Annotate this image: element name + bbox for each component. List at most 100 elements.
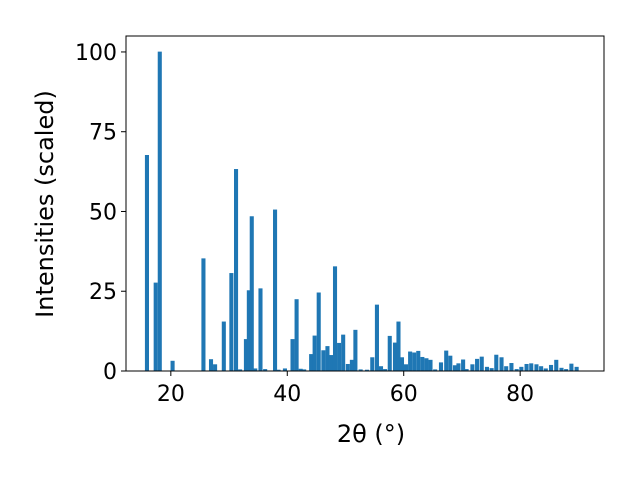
bar <box>489 368 494 371</box>
bar <box>365 369 370 371</box>
y-tick-label: 75 <box>89 121 117 146</box>
bar <box>529 363 534 371</box>
x-axis-label: 2θ (°) <box>337 420 405 448</box>
bar <box>258 288 263 371</box>
bar <box>316 292 321 371</box>
y-tick-label: 100 <box>75 41 117 66</box>
bar <box>290 339 295 371</box>
bar <box>337 342 342 371</box>
bar <box>456 363 461 371</box>
bar <box>574 366 579 371</box>
bar <box>298 368 303 371</box>
bar <box>243 339 248 371</box>
bar <box>302 369 307 371</box>
bar <box>370 357 375 371</box>
bar <box>312 335 317 371</box>
bar <box>221 321 226 371</box>
bar <box>420 356 425 371</box>
bar <box>392 342 398 371</box>
bar <box>153 282 158 371</box>
bar <box>514 369 519 371</box>
bar <box>524 363 529 371</box>
bar <box>543 368 548 371</box>
bar <box>509 363 514 371</box>
bar <box>294 299 299 371</box>
bar <box>321 350 326 371</box>
bar <box>387 335 392 371</box>
bar <box>444 350 449 371</box>
bar <box>554 359 559 371</box>
bar <box>569 363 574 371</box>
bar <box>309 354 314 371</box>
bar <box>424 358 429 371</box>
bar <box>201 258 206 371</box>
bar <box>475 358 480 371</box>
bar <box>378 366 384 371</box>
bar <box>448 355 453 371</box>
bar <box>229 273 234 371</box>
bar <box>383 369 388 371</box>
bar <box>263 369 268 371</box>
bar <box>273 209 278 371</box>
bar <box>144 155 149 371</box>
bar <box>238 369 243 371</box>
bar <box>464 369 469 371</box>
bar <box>353 329 358 371</box>
bar <box>412 352 417 371</box>
bar <box>408 351 413 371</box>
bar <box>374 304 379 371</box>
bar <box>470 364 475 371</box>
bar <box>170 360 175 371</box>
bar <box>349 359 354 371</box>
bar <box>399 357 405 371</box>
bar <box>282 368 287 371</box>
bar <box>433 369 438 371</box>
y-axis-ticks: 0 25 50 75 100 <box>75 41 126 385</box>
bar <box>494 354 499 371</box>
bar <box>246 290 251 371</box>
bar <box>539 366 544 371</box>
bar <box>325 346 330 371</box>
bar <box>416 350 421 371</box>
bar <box>499 357 504 371</box>
bar <box>519 366 524 371</box>
y-tick-label: 0 <box>103 360 117 385</box>
bar <box>548 364 554 371</box>
bar <box>276 369 281 371</box>
x-axis-ticks: 20 40 60 80 <box>157 371 534 407</box>
bar <box>345 363 350 371</box>
x-tick-label: 40 <box>273 382 301 407</box>
x-tick-label: 80 <box>506 382 534 407</box>
bar <box>534 364 539 371</box>
bar <box>358 369 363 371</box>
bars-group <box>144 51 579 371</box>
bar <box>157 51 162 371</box>
x-tick-label: 20 <box>157 382 185 407</box>
y-tick-label: 25 <box>89 280 117 305</box>
plot-frame <box>125 35 605 372</box>
bar <box>484 366 490 371</box>
bar <box>564 369 569 371</box>
bar <box>504 366 509 371</box>
bar <box>253 368 258 371</box>
bar <box>208 359 214 371</box>
x-tick-label: 60 <box>390 382 418 407</box>
bar <box>428 359 433 371</box>
y-axis-label: Intensities (scaled) <box>31 90 59 318</box>
plot-background <box>126 36 604 371</box>
bar <box>213 364 218 371</box>
bar <box>438 362 444 371</box>
bar <box>249 216 254 371</box>
bar <box>332 266 338 371</box>
bar <box>404 364 409 371</box>
bar <box>234 169 239 371</box>
y-tick-label: 50 <box>89 200 117 225</box>
bar <box>396 321 401 371</box>
bar <box>341 334 346 371</box>
bar <box>461 359 466 371</box>
bar <box>479 356 484 371</box>
bar <box>452 365 457 371</box>
bar <box>559 367 564 371</box>
